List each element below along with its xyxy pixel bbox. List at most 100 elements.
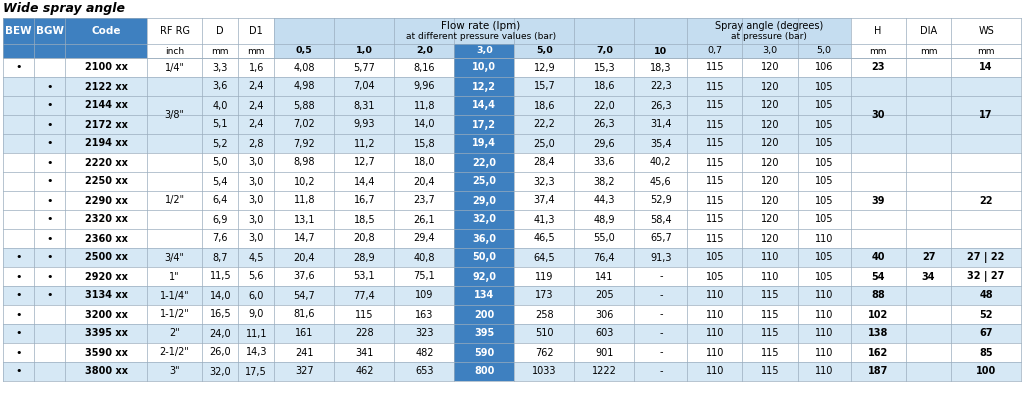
- Text: 2,8: 2,8: [249, 139, 264, 149]
- Text: •: •: [46, 215, 53, 225]
- Bar: [635, 44, 687, 58]
- Text: 8,31: 8,31: [353, 101, 375, 111]
- Text: 120: 120: [761, 177, 779, 187]
- Text: 52,9: 52,9: [650, 196, 672, 206]
- Text: 14,0: 14,0: [210, 290, 231, 301]
- Bar: [455, 134, 514, 153]
- Bar: [394, 44, 455, 58]
- Text: 11,8: 11,8: [414, 101, 435, 111]
- Text: 2290 xx: 2290 xx: [85, 196, 128, 206]
- Text: 18,6: 18,6: [534, 101, 555, 111]
- Text: 40,8: 40,8: [414, 252, 435, 263]
- Text: 105: 105: [815, 177, 834, 187]
- Text: 17,2: 17,2: [472, 120, 497, 130]
- Bar: [3, 172, 1021, 191]
- Text: 1033: 1033: [532, 366, 557, 377]
- Text: 85: 85: [979, 347, 993, 358]
- Text: -: -: [659, 309, 663, 320]
- Text: 38,2: 38,2: [594, 177, 615, 187]
- Text: 115: 115: [706, 158, 724, 168]
- Text: 11,1: 11,1: [246, 328, 267, 339]
- Text: 1/2": 1/2": [165, 196, 184, 206]
- Text: 23: 23: [871, 63, 885, 72]
- Bar: [455, 115, 514, 134]
- Bar: [455, 248, 514, 267]
- Text: •: •: [15, 347, 22, 358]
- Text: 32 | 27: 32 | 27: [968, 271, 1005, 282]
- Text: 5,1: 5,1: [213, 120, 228, 130]
- Text: 1,0: 1,0: [356, 46, 373, 55]
- Text: 603: 603: [595, 328, 613, 339]
- Text: •: •: [46, 196, 53, 206]
- Bar: [3, 267, 1021, 286]
- Text: 163: 163: [415, 309, 433, 320]
- Text: 141: 141: [595, 271, 613, 282]
- Text: 2-1/2": 2-1/2": [160, 347, 189, 358]
- Text: •: •: [46, 101, 53, 111]
- Text: 134: 134: [474, 290, 495, 301]
- Text: 12,9: 12,9: [534, 63, 555, 72]
- Text: 34: 34: [922, 271, 935, 282]
- Text: 29,0: 29,0: [472, 196, 497, 206]
- Text: •: •: [15, 252, 22, 263]
- Text: Spray angle (degrees): Spray angle (degrees): [715, 21, 823, 32]
- Text: 110: 110: [761, 271, 779, 282]
- Text: 75,1: 75,1: [414, 271, 435, 282]
- Bar: [3, 115, 1021, 134]
- Text: 341: 341: [355, 347, 374, 358]
- Text: •: •: [46, 290, 53, 301]
- Text: 3,0: 3,0: [249, 215, 264, 225]
- Text: 8,7: 8,7: [213, 252, 228, 263]
- Text: 18,6: 18,6: [594, 82, 615, 91]
- Text: 12,7: 12,7: [353, 158, 375, 168]
- Text: 105: 105: [815, 196, 834, 206]
- Text: 3,0: 3,0: [249, 158, 264, 168]
- Bar: [951, 18, 1021, 44]
- Bar: [455, 362, 514, 381]
- Text: 19,4: 19,4: [472, 139, 497, 149]
- Text: 110: 110: [815, 347, 834, 358]
- Bar: [455, 96, 514, 115]
- Text: 24,0: 24,0: [210, 328, 231, 339]
- Text: 0,7: 0,7: [708, 46, 722, 55]
- Text: 120: 120: [761, 196, 779, 206]
- Text: 120: 120: [761, 139, 779, 149]
- Text: 3134 xx: 3134 xx: [85, 290, 128, 301]
- Text: •: •: [15, 63, 22, 72]
- Bar: [455, 172, 514, 191]
- Text: 7,6: 7,6: [213, 234, 228, 244]
- Text: 48,9: 48,9: [594, 215, 615, 225]
- Text: Code: Code: [91, 26, 121, 36]
- Text: 228: 228: [355, 328, 374, 339]
- Text: 110: 110: [815, 309, 834, 320]
- Text: 15,7: 15,7: [534, 82, 555, 91]
- Text: 22,0: 22,0: [472, 158, 497, 168]
- Bar: [3, 305, 1021, 324]
- Text: 4,98: 4,98: [294, 82, 315, 91]
- Text: 76,4: 76,4: [594, 252, 615, 263]
- Text: 653: 653: [415, 366, 433, 377]
- Bar: [147, 18, 203, 44]
- Text: 31,4: 31,4: [650, 120, 672, 130]
- Text: 11,5: 11,5: [210, 271, 231, 282]
- Text: 2172 xx: 2172 xx: [85, 120, 128, 130]
- Bar: [851, 44, 906, 58]
- Text: 29,4: 29,4: [414, 234, 435, 244]
- Text: 120: 120: [761, 63, 779, 72]
- Text: 2250 xx: 2250 xx: [85, 177, 128, 187]
- Text: 15,8: 15,8: [414, 139, 435, 149]
- Text: Flow rate (lpm): Flow rate (lpm): [441, 21, 520, 32]
- Bar: [3, 362, 1021, 381]
- Bar: [851, 18, 906, 44]
- Text: 110: 110: [815, 290, 834, 301]
- Text: 110: 110: [761, 252, 779, 263]
- Text: 3,3: 3,3: [213, 63, 228, 72]
- Bar: [239, 44, 274, 58]
- Bar: [455, 77, 514, 96]
- Bar: [455, 267, 514, 286]
- Text: 1/4": 1/4": [165, 63, 184, 72]
- Text: 3800 xx: 3800 xx: [85, 366, 128, 377]
- Bar: [687, 18, 851, 44]
- Bar: [514, 44, 574, 58]
- Text: 2,0: 2,0: [416, 46, 433, 55]
